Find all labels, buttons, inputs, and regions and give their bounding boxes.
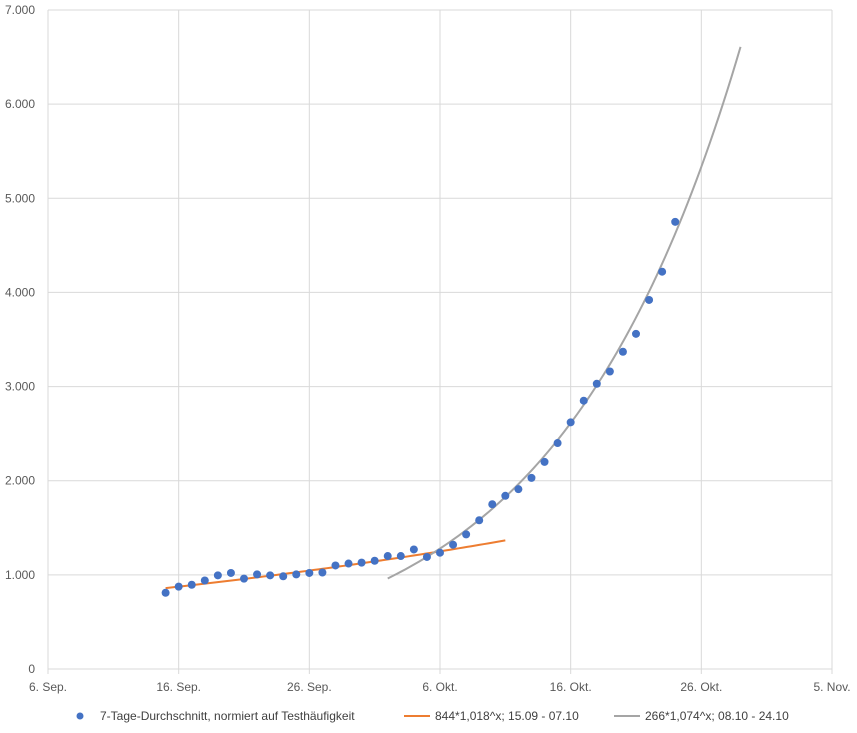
data-point (266, 571, 275, 580)
data-point (240, 574, 248, 583)
grid-lines (48, 9, 833, 669)
y-tick-label: 0 (28, 662, 35, 676)
data-point (409, 545, 418, 554)
data-point (514, 485, 523, 494)
data-point (527, 473, 536, 482)
data-point (566, 418, 575, 427)
data-point (658, 267, 667, 276)
x-tick-label: 16. Okt. (550, 680, 592, 694)
legend-label: 844*1,018^x; 15.09 - 07.10 (435, 709, 579, 723)
data-point (279, 572, 288, 581)
data-point (318, 568, 327, 577)
data-point (213, 571, 222, 580)
y-tick-label: 1.000 (5, 568, 35, 582)
legend-label: 266*1,074^x; 08.10 - 24.10 (645, 709, 789, 723)
data-point (592, 379, 601, 388)
data-points (161, 217, 680, 597)
x-tick-label: 26. Sep. (287, 680, 332, 694)
data-point (253, 570, 262, 579)
data-point (462, 530, 471, 539)
data-point (488, 500, 497, 509)
data-point (645, 295, 654, 304)
y-tick-label: 5.000 (5, 191, 35, 205)
data-point (422, 552, 431, 561)
data-point (292, 570, 301, 579)
data-point (501, 491, 510, 500)
data-point (161, 588, 170, 597)
data-point (579, 396, 588, 405)
trendlines (165, 46, 742, 590)
y-tick-label: 7.000 (5, 3, 35, 17)
x-tick-label: 6. Sep. (29, 680, 67, 694)
y-tick-label: 6.000 (5, 97, 35, 111)
data-point (187, 580, 196, 589)
data-point (331, 561, 340, 570)
axes (47, 10, 833, 674)
legend: 7-Tage-Durchschnitt, normiert auf Testhä… (76, 709, 789, 723)
x-tick-label: 26. Okt. (680, 680, 722, 694)
data-point (383, 552, 392, 561)
data-point (475, 516, 484, 525)
data-point (370, 556, 379, 565)
data-point (436, 548, 444, 557)
data-point (671, 217, 680, 226)
trendline (387, 46, 742, 580)
data-point (226, 568, 235, 577)
data-point (305, 568, 314, 577)
legend-marker (76, 712, 84, 720)
data-point (174, 582, 183, 591)
x-tick-label: 5. Nov. (813, 680, 850, 694)
data-point (357, 558, 366, 567)
legend-label: 7-Tage-Durchschnitt, normiert auf Testhä… (100, 709, 355, 723)
data-point (396, 552, 405, 561)
data-point (553, 439, 562, 448)
data-point (618, 347, 627, 356)
y-tick-label: 4.000 (5, 285, 35, 299)
y-axis-ticks: 0 1.000 2.000 3.000 4.000 5.000 6.000 7.000 (5, 3, 35, 676)
data-point (605, 367, 614, 376)
x-tick-label: 16. Sep. (156, 680, 201, 694)
data-point (344, 559, 353, 568)
data-point (632, 329, 640, 338)
x-axis-ticks: 6. Sep. 16. Sep. 26. Sep. 6. Okt. 16. Okt. 26… (29, 680, 851, 694)
data-point (449, 540, 458, 549)
y-tick-label: 3.000 (5, 380, 35, 394)
x-tick-label: 6. Okt. (422, 680, 457, 694)
data-point (540, 457, 549, 466)
y-tick-label: 2.000 (5, 474, 35, 488)
data-point (200, 576, 209, 585)
